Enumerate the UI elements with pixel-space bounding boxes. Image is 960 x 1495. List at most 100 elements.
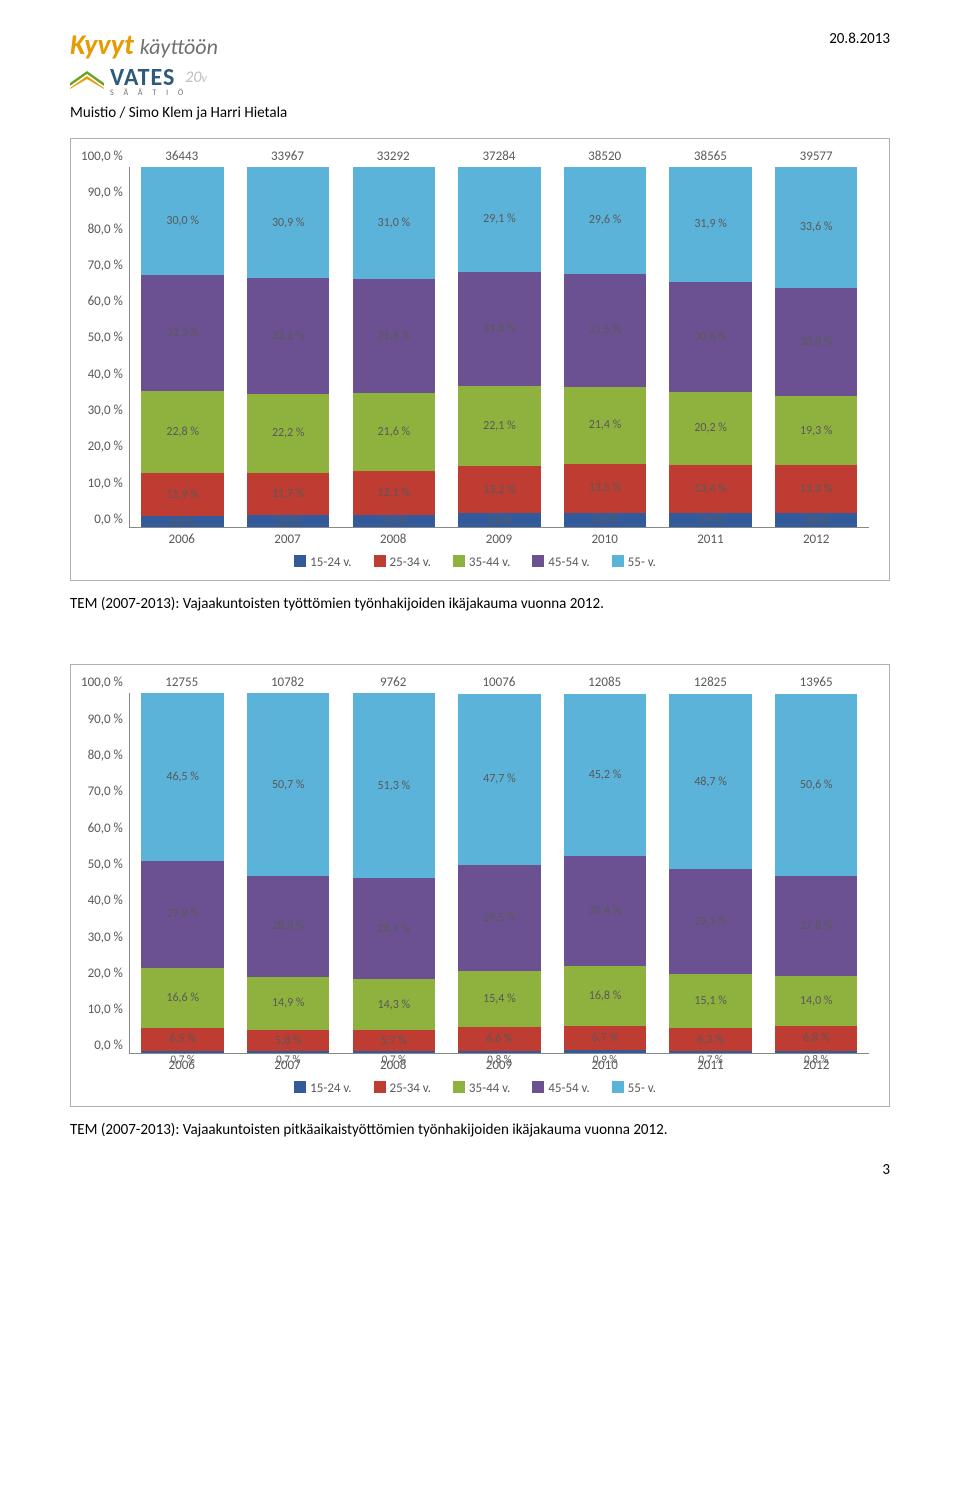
bar-segment: 3,2 % [247, 515, 329, 527]
segment-label: 5,7 % [379, 1034, 409, 1048]
bar-segment: 0,8 % [458, 1051, 540, 1054]
bar-segment: 13,3 % [775, 465, 857, 513]
legend-label: 45-54 v. [548, 1081, 589, 1096]
bar-segment: 6,6 % [458, 1027, 540, 1051]
segment-label: 31,5 % [587, 323, 624, 337]
segment-label: 16,8 % [587, 989, 624, 1003]
legend-swatch [532, 555, 544, 567]
legend-swatch [612, 1081, 624, 1093]
segment-label: 6,6 % [484, 1032, 514, 1046]
segment-label: 6,5 % [167, 1032, 197, 1046]
segment-label: 16,6 % [164, 991, 201, 1005]
legend-item: 15-24 v. [294, 555, 351, 570]
ytick: 80,0 % [88, 748, 123, 763]
segment-label: 3,8 % [485, 514, 513, 527]
bar-segment: 19,3 % [775, 396, 857, 465]
bar: 3,0 %11,9 %22,8 %32,3 %30,0 % [141, 167, 223, 527]
bar-column: 0,8 %6,6 %15,4 %29,5 %47,7 % [447, 693, 553, 1053]
bar-segment: 46,5 % [141, 693, 223, 860]
bar-total: 10076 [446, 675, 552, 693]
bar-segment: 0,7 % [669, 1051, 751, 1054]
bar-segment: 51,3 % [353, 693, 435, 878]
legend-label: 55- v. [628, 555, 656, 570]
bar-segment: 0,9 % [564, 1050, 646, 1053]
bar-segment: 11,7 % [247, 473, 329, 515]
bar: 3,4 %12,1 %21,6 %31,8 %31,0 % [353, 167, 435, 527]
bar-segment: 31,9 % [669, 167, 751, 282]
legend-item: 55- v. [612, 1081, 656, 1096]
bar-segment: 3,8 % [458, 513, 540, 527]
bar-column: 3,2 %11,7 %22,2 %32,1 %30,9 % [235, 167, 341, 527]
bar-total: 38520 [552, 149, 658, 167]
roof-icon [70, 71, 104, 85]
bar-segment: 12,1 % [353, 471, 435, 515]
segment-label: 14,9 % [270, 996, 307, 1010]
legend-label: 25-34 v. [390, 555, 431, 570]
ytick: 60,0 % [88, 294, 123, 309]
chart2-plot: 1275510782976210076120851282513965 0,7 %… [129, 675, 869, 1073]
segment-label: 46,5 % [164, 770, 201, 784]
bar-segment: 30,0 % [141, 167, 223, 275]
bar-segment: 22,2 % [247, 394, 329, 474]
bar-segment: 22,1 % [458, 386, 540, 466]
bar-segment: 31,0 % [353, 167, 435, 279]
segment-label: 29,6 % [587, 213, 624, 227]
segment-label: 0,7 % [169, 1053, 197, 1066]
bar: 0,8 %6,8 %14,0 %27,8 %50,6 % [775, 693, 857, 1053]
xtick: 2010 [552, 528, 658, 547]
segment-label: 3,8 % [802, 514, 830, 527]
legend-item: 45-54 v. [532, 555, 589, 570]
bar-total: 12085 [552, 675, 658, 693]
chart2: 100,0 %90,0 %80,0 %70,0 %60,0 %50,0 %40,… [81, 675, 869, 1073]
bar-segment: 5,7 % [353, 1030, 435, 1051]
bar-segment: 30,4 % [564, 856, 646, 965]
bar-segment: 0,8 % [775, 1051, 857, 1054]
chart1-caption: TEM (2007-2013): Vajaakuntoisten työttöm… [70, 595, 890, 615]
segment-label: 29,1 % [692, 915, 729, 929]
segment-label: 6,3 % [695, 1033, 725, 1047]
segment-label: 20,2 % [692, 421, 729, 435]
segment-label: 29,5 % [481, 911, 518, 925]
segment-label: 45,2 % [587, 768, 624, 782]
bar-total: 12825 [658, 675, 764, 693]
segment-label: 33,6 % [798, 220, 835, 234]
segment-label: 13,5 % [587, 481, 624, 495]
logo-word-kyvyt: Kyvyt [70, 30, 134, 61]
segment-label: 13,4 % [692, 482, 729, 496]
segment-label: 0,7 % [274, 1053, 302, 1066]
segment-label: 0,7 % [380, 1053, 408, 1066]
page: Kyvyt käyttöön VATES 20v S Ä Ä T I Ö 20.… [0, 0, 960, 1219]
segment-label: 0,9 % [591, 1053, 619, 1066]
bar-column: 3,8 %13,3 %19,3 %30,0 %33,6 % [763, 167, 869, 527]
bar-total: 39577 [763, 149, 869, 167]
chart1-yaxis: 100,0 %90,0 %80,0 %70,0 %60,0 %50,0 %40,… [81, 149, 129, 527]
segment-label: 32,3 % [164, 326, 201, 340]
segment-label: 6,7 % [590, 1031, 620, 1045]
bar-segment: 0,7 % [353, 1051, 435, 1054]
bar-total: 36443 [129, 149, 235, 167]
ytick: 90,0 % [88, 185, 123, 200]
ytick: 100,0 % [81, 149, 123, 164]
segment-label: 31,8 % [481, 322, 518, 336]
segment-label: 0,8 % [485, 1053, 513, 1066]
segment-label: 0,8 % [802, 1053, 830, 1066]
ytick: 80,0 % [88, 222, 123, 237]
segment-label: 31,8 % [376, 329, 413, 343]
bar-column: 0,7 %6,3 %15,1 %29,1 %48,7 % [658, 693, 764, 1053]
chart2-legend: 15-24 v.25-34 v.35-44 v.45-54 v.55- v. [81, 1081, 869, 1096]
segment-label: 47,7 % [481, 772, 518, 786]
bar-segment: 3,4 % [353, 515, 435, 527]
bar-segment: 31,8 % [458, 272, 540, 386]
legend-label: 15-24 v. [310, 555, 351, 570]
bar-column: 3,4 %12,1 %21,6 %31,8 %31,0 % [341, 167, 447, 527]
ytick: 90,0 % [88, 712, 123, 727]
bar-segment: 33,6 % [775, 167, 857, 288]
legend-label: 25-34 v. [390, 1081, 431, 1096]
bar-segment: 50,6 % [775, 694, 857, 876]
bar-segment: 3,0 % [141, 516, 223, 527]
segment-label: 14,0 % [798, 994, 835, 1008]
ytick: 70,0 % [88, 258, 123, 273]
bar-total: 9762 [340, 675, 446, 693]
chart2-bars: 0,7 %6,5 %16,6 %29,8 %46,5 %0,7 %5,8 %14… [129, 693, 869, 1054]
bar-segment: 29,8 % [141, 861, 223, 968]
